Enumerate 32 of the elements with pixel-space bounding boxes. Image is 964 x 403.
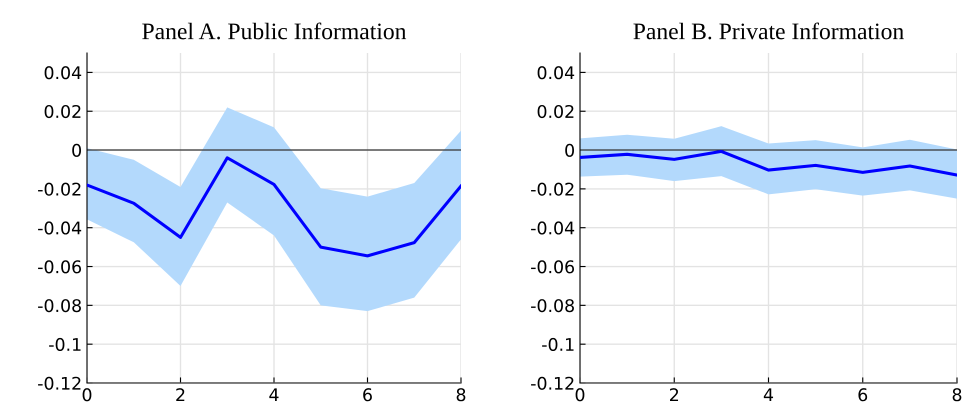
y-tick-label: 0 [565, 144, 574, 157]
x-tick-label: 8 [952, 388, 962, 402]
y-tick-label: 0.04 [538, 66, 574, 80]
y-tick-label: -0.1 [542, 338, 574, 352]
line-series [87, 156, 461, 258]
x-tick-label: 0 [82, 388, 92, 402]
y-tick-label: -0.12 [38, 376, 80, 390]
y-tick-label: -0.02 [38, 182, 80, 196]
line-series [580, 150, 957, 177]
x-tick-label: 6 [858, 388, 868, 402]
y-tick-label: -0.04 [38, 221, 82, 235]
x-tick-label: 0 [576, 388, 584, 402]
x-tick-label: 4 [269, 388, 279, 402]
y-tick-label: -0.08 [38, 299, 81, 312]
y-tick-label: -0.04 [531, 221, 574, 235]
chart-title: Panel A. Public Information [142, 22, 406, 40]
y-tick-label: -0.1 [49, 338, 81, 352]
chart-title: Panel B. Private Information [633, 22, 904, 40]
y-tick-label: -0.06 [38, 260, 82, 274]
x-tick-label: 2 [670, 388, 678, 402]
y-tick-label: -0.08 [531, 299, 574, 312]
x-tick-label: 2 [176, 388, 184, 402]
x-tick-label: 6 [363, 388, 372, 402]
y-tick-label: 0.02 [44, 104, 80, 118]
y-tick-label: -0.06 [531, 260, 574, 274]
y-tick-label: 0.04 [44, 66, 82, 80]
y-tick-label: 0.02 [538, 104, 574, 118]
y-tick-label: -0.02 [531, 182, 574, 196]
y-tick-label: -0.12 [531, 376, 574, 390]
x-tick-label: 4 [764, 388, 774, 402]
x-tick-label: 8 [456, 388, 466, 402]
y-tick-label: 0 [72, 144, 81, 157]
